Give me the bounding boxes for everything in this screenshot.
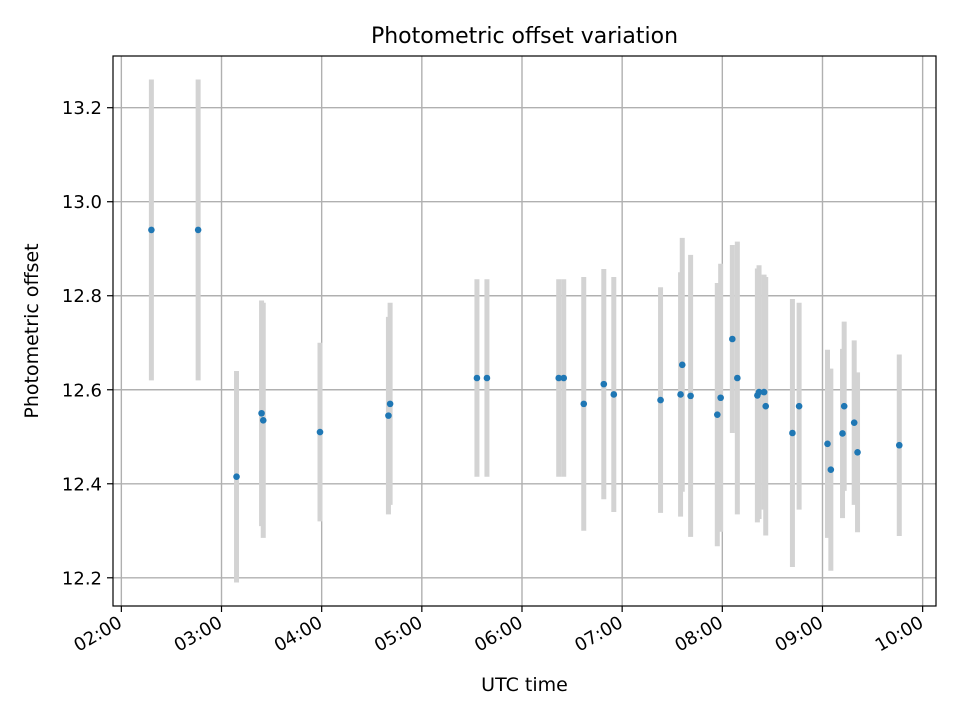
y-tick-label: 12.4 xyxy=(62,474,102,495)
data-point xyxy=(850,419,858,426)
data-point xyxy=(560,374,568,382)
y-tick-label: 12.8 xyxy=(62,286,102,307)
data-point xyxy=(233,473,240,481)
y-axis-ticks: 12.2 12.4 12.6 12.8 13.0 13.2 xyxy=(62,98,113,589)
data-point xyxy=(734,374,741,382)
data-point xyxy=(840,402,848,410)
y-tick-label: 13.0 xyxy=(62,192,102,213)
data-point xyxy=(789,429,796,437)
data-point xyxy=(687,392,694,400)
data-point xyxy=(610,391,618,398)
plot-frame xyxy=(112,55,937,607)
y-tick-label: 12.6 xyxy=(62,380,102,401)
y-axis-label: Photometric offset xyxy=(21,243,43,418)
data-point xyxy=(555,374,563,382)
data-point xyxy=(580,400,588,408)
data-point xyxy=(385,412,392,419)
data-point xyxy=(854,448,861,456)
data-point xyxy=(762,402,770,410)
data-point xyxy=(194,226,202,234)
y-tick-label: 13.2 xyxy=(62,98,102,119)
data-point xyxy=(677,391,684,398)
data-point xyxy=(316,428,324,436)
data-point xyxy=(259,417,267,424)
data-point xyxy=(827,466,835,473)
data-point xyxy=(839,430,846,437)
chart-title: Photometric offset variation xyxy=(371,24,678,49)
data-point xyxy=(600,380,608,388)
data-point xyxy=(473,374,481,382)
data-points xyxy=(148,226,903,481)
data-point xyxy=(755,388,763,396)
data-point xyxy=(657,396,664,404)
data-point xyxy=(258,409,265,417)
data-point xyxy=(714,411,721,418)
data-point xyxy=(148,226,155,234)
data-point xyxy=(824,440,831,448)
data-point xyxy=(895,441,903,449)
data-point xyxy=(795,402,803,410)
data-point xyxy=(729,335,736,343)
data-point xyxy=(717,394,724,402)
x-axis-label: UTC time xyxy=(481,674,568,696)
data-point xyxy=(678,361,686,369)
y-tick-label: 12.2 xyxy=(62,568,102,589)
data-point xyxy=(760,388,768,396)
data-point xyxy=(483,374,491,382)
data-point xyxy=(386,400,394,408)
